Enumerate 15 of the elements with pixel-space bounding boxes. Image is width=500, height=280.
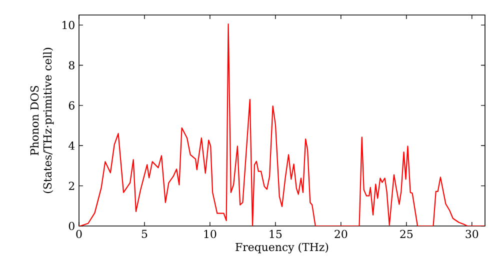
x-axis-title: Frequency (THz) — [236, 242, 328, 254]
x-tick-label: 15 — [270, 230, 282, 238]
y-tick-label: 2 — [68, 182, 74, 190]
y-tick-label: 10 — [62, 20, 74, 30]
y-tick-label: 4 — [68, 142, 75, 150]
y-axis-title: Phonon DOS (States/THz·primitive cell) — [30, 48, 54, 194]
y-tick-label: 8 — [68, 61, 74, 70]
x-tick-label: 0 — [76, 230, 82, 238]
x-tick-label: 5 — [142, 230, 148, 238]
x-tick-label: 30 — [466, 230, 478, 238]
x-tick-label: 10 — [204, 230, 216, 238]
x-tick-label: 25 — [400, 230, 413, 238]
y-tick-label: 6 — [68, 101, 74, 110]
x-tick-label: 20 — [334, 230, 348, 238]
y-tick-label: 0 — [68, 222, 74, 230]
